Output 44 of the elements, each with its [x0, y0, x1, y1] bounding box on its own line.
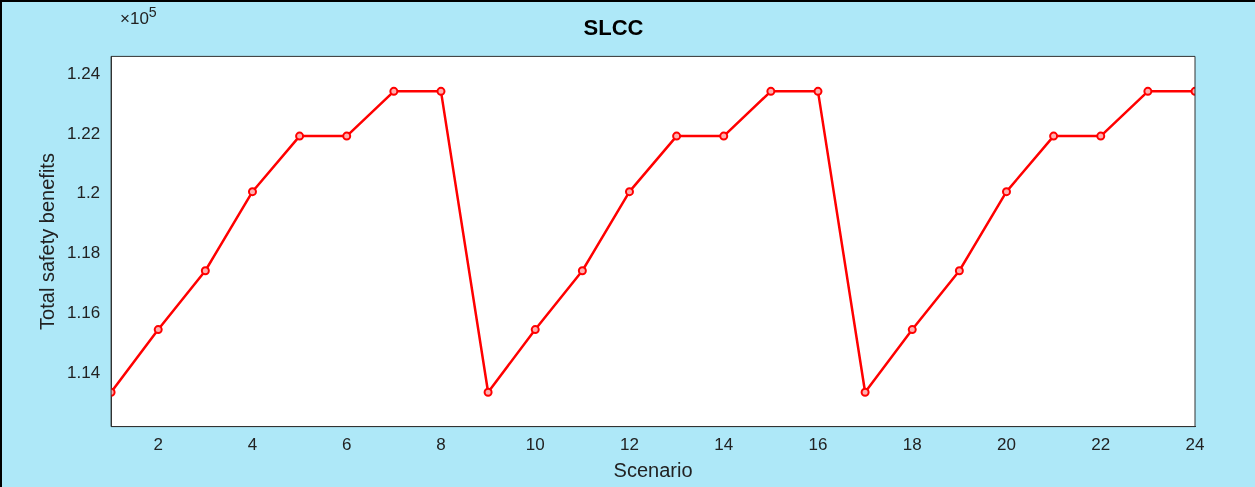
- y-tick-label: 1.22: [66, 123, 101, 143]
- point: [719, 131, 729, 141]
- x-tick-label: 22: [1091, 435, 1111, 455]
- x-axis-title: Scenario: [613, 458, 693, 481]
- point: [624, 187, 634, 197]
- x-tick-label: 2: [153, 435, 163, 455]
- x-tick-label: 14: [714, 435, 734, 455]
- point: [436, 86, 446, 96]
- x-tick-label: 12: [620, 435, 639, 455]
- text: ×10$^{5}$: [120, 4, 157, 29]
- point: [577, 266, 587, 276]
- point: [342, 131, 352, 141]
- point: [153, 325, 163, 335]
- point: [766, 86, 776, 96]
- x-tick-label: 4: [247, 435, 258, 455]
- point: [907, 325, 917, 335]
- x-tick-label: 8: [436, 435, 446, 455]
- x-tick-label: 20: [997, 435, 1016, 455]
- point: [200, 266, 210, 276]
- point: [483, 387, 493, 397]
- point: [672, 131, 682, 141]
- x-tick-label: 16: [808, 435, 828, 455]
- y-tick-label: 1.16: [66, 302, 101, 322]
- x-tick-label: 18: [902, 435, 922, 455]
- y-tick-label: 1.18: [66, 243, 101, 263]
- point: [954, 266, 964, 276]
- point: [1049, 131, 1059, 141]
- y-tick-label: 1.2: [76, 183, 101, 203]
- point: [1001, 187, 1011, 197]
- point: [813, 86, 823, 96]
- y-tick-label: 1.14: [66, 362, 101, 382]
- x-tick-label: 10: [525, 435, 545, 455]
- point: [295, 131, 305, 141]
- point: [1096, 131, 1106, 141]
- x-tick-label: 24: [1185, 435, 1205, 455]
- point: [1143, 86, 1153, 96]
- point: [530, 325, 540, 335]
- y-axis-title: Total safety benefits: [35, 153, 58, 330]
- x-tick-label: 6: [341, 435, 352, 455]
- point: [247, 187, 257, 197]
- point: [860, 387, 870, 397]
- y-tick-label: 1.24: [66, 64, 101, 83]
- point: [389, 86, 399, 96]
- chart-title: SLCC: [583, 15, 644, 41]
